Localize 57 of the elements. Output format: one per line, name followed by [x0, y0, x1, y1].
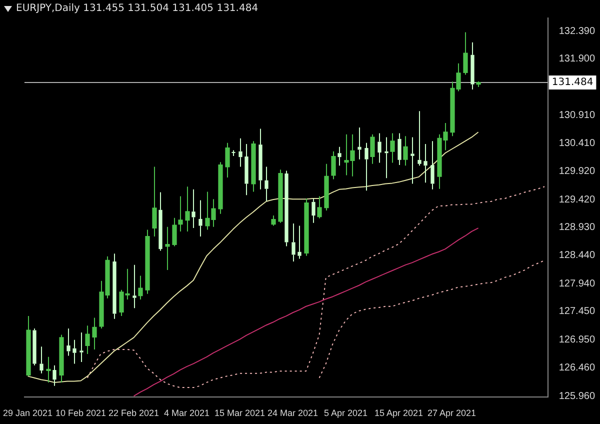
y-tick-label: 129.920 [558, 166, 596, 178]
candlestick [192, 188, 196, 229]
y-tick-label: 127.940 [558, 278, 596, 290]
candlestick [284, 170, 288, 247]
x-tick-label: 15 Mar 2021 [214, 408, 266, 418]
candlestick [40, 346, 44, 374]
x-tick-label: 27 Apr 2021 [428, 408, 476, 418]
y-tick-label: 125.960 [558, 390, 596, 402]
line-series [318, 260, 546, 378]
candlestick [418, 110, 422, 166]
candlestick [258, 128, 262, 190]
candlestick [72, 339, 76, 364]
y-tick-label: 129.420 [558, 194, 596, 206]
candlestick [198, 200, 202, 238]
candlestick [132, 264, 136, 309]
candlestick [312, 198, 316, 224]
candlestick [158, 192, 162, 252]
line-series [86, 186, 546, 388]
x-tick-label: 10 Feb 2021 [56, 408, 106, 418]
candlestick [32, 328, 36, 366]
candlestick [244, 144, 248, 196]
candlestick [358, 127, 362, 160]
y-tick-label: 132.390 [558, 26, 596, 37]
candlestick [232, 150, 236, 156]
x-tick-label: 5 Apr 2021 [324, 408, 368, 418]
x-tick-label: 24 Mar 2021 [268, 408, 318, 418]
y-tick-label: 126.950 [558, 334, 596, 346]
candlestick [238, 138, 242, 168]
candlestick [298, 225, 302, 260]
x-tick-label: 15 Apr 2021 [374, 408, 424, 418]
candlestick [292, 222, 296, 262]
candlestick [378, 132, 382, 164]
x-tick-label: 29 Jan 2021 [3, 408, 53, 418]
ref-line-label: 131.484 [552, 77, 594, 88]
candlestick [80, 332, 84, 363]
candlestick [398, 132, 402, 166]
candlestick [424, 144, 428, 184]
y-tick-label: 130.410 [558, 138, 596, 150]
y-tick-label: 130.910 [558, 110, 596, 121]
x-tick-label: 4 Mar 2021 [164, 408, 210, 418]
y-tick-label: 128.440 [558, 250, 596, 262]
candlestick [470, 42, 474, 90]
candlestick [338, 146, 342, 166]
y-tick-label: 131.900 [558, 54, 596, 65]
y-tick-label: 127.450 [558, 306, 596, 318]
y-tick-label: 126.460 [558, 362, 596, 374]
candlestick [112, 253, 116, 320]
candlestick [364, 142, 368, 192]
x-tick-label: 22 Feb 2021 [108, 408, 160, 418]
candlestick [264, 166, 268, 202]
candlestick [410, 136, 414, 184]
candlestick [66, 328, 70, 356]
candlestick [52, 364, 56, 386]
chart-title: EURJPY,Daily 131.455 131.504 131.405 131.484 [16, 2, 258, 16]
y-tick-label: 128.930 [558, 222, 596, 234]
candlestick [384, 136, 388, 179]
candlestick [430, 140, 434, 190]
